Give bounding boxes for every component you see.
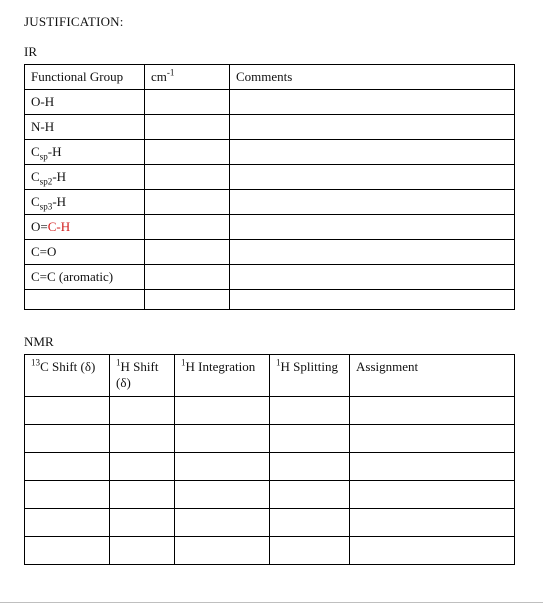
nmr-cell bbox=[350, 396, 515, 424]
ir-table: Functional Group cm-1 Comments O-HN-HCsp… bbox=[24, 64, 515, 310]
nmr-cell bbox=[270, 396, 350, 424]
ir-cell-group: C=O bbox=[25, 240, 145, 265]
nmr-cell bbox=[350, 480, 515, 508]
ir-row: Csp3-H bbox=[25, 190, 515, 215]
nmr-header-row: 13C Shift (δ) 1H Shift (δ) 1H Integratio… bbox=[25, 355, 515, 397]
nmr-col-assignment: Assignment bbox=[350, 355, 515, 397]
ir-row: C=O bbox=[25, 240, 515, 265]
nmr-cell bbox=[175, 536, 270, 564]
ir-cell-cm bbox=[145, 165, 230, 190]
ir-row: O=C-H bbox=[25, 215, 515, 240]
nmr-cell bbox=[25, 396, 110, 424]
ir-cell-cm bbox=[145, 115, 230, 140]
ir-header-row: Functional Group cm-1 Comments bbox=[25, 65, 515, 90]
nmr-table: 13C Shift (δ) 1H Shift (δ) 1H Integratio… bbox=[24, 354, 515, 565]
nmr-cell bbox=[110, 424, 175, 452]
ir-cell-cm bbox=[145, 190, 230, 215]
page: JUSTIFICATION: IR Functional Group cm-1 … bbox=[0, 0, 543, 607]
ir-cell-comment bbox=[230, 240, 515, 265]
nmr-cell bbox=[175, 452, 270, 480]
ir-row: Csp2-H bbox=[25, 165, 515, 190]
nmr-row bbox=[25, 424, 515, 452]
nmr-cell bbox=[110, 480, 175, 508]
nmr-row bbox=[25, 480, 515, 508]
nmr-cell bbox=[25, 424, 110, 452]
nmr-cell bbox=[110, 508, 175, 536]
ir-cell-group bbox=[25, 290, 145, 310]
ir-cell-group: C=C (aromatic) bbox=[25, 265, 145, 290]
nmr-cell bbox=[25, 452, 110, 480]
nmr-cell bbox=[350, 424, 515, 452]
ir-col-functional-group: Functional Group bbox=[25, 65, 145, 90]
nmr-cell bbox=[270, 536, 350, 564]
nmr-cell bbox=[270, 452, 350, 480]
ir-col-comments: Comments bbox=[230, 65, 515, 90]
ir-row: O-H bbox=[25, 90, 515, 115]
nmr-cell bbox=[350, 536, 515, 564]
ir-cell-comment bbox=[230, 290, 515, 310]
nmr-cell bbox=[350, 452, 515, 480]
nmr-col-h-shift: 1H Shift (δ) bbox=[110, 355, 175, 397]
ir-cell-group: Csp2-H bbox=[25, 165, 145, 190]
nmr-cell bbox=[25, 536, 110, 564]
nmr-label: NMR bbox=[24, 334, 525, 350]
ir-row: N-H bbox=[25, 115, 515, 140]
nmr-row bbox=[25, 508, 515, 536]
nmr-cell bbox=[110, 396, 175, 424]
ir-cell-comment bbox=[230, 140, 515, 165]
ir-cell-comment bbox=[230, 115, 515, 140]
ir-cell-cm bbox=[145, 240, 230, 265]
nmr-cell bbox=[25, 508, 110, 536]
nmr-cell bbox=[25, 480, 110, 508]
ir-cell-comment bbox=[230, 265, 515, 290]
ir-cell-group: O-H bbox=[25, 90, 145, 115]
ir-cell-group: Csp-H bbox=[25, 140, 145, 165]
ir-cell-cm bbox=[145, 140, 230, 165]
ir-cell-comment bbox=[230, 190, 515, 215]
ir-cell-cm bbox=[145, 215, 230, 240]
nmr-row bbox=[25, 452, 515, 480]
nmr-cell bbox=[350, 508, 515, 536]
nmr-row bbox=[25, 396, 515, 424]
nmr-cell bbox=[270, 424, 350, 452]
ir-cell-group: O=C-H bbox=[25, 215, 145, 240]
ir-row: Csp-H bbox=[25, 140, 515, 165]
ir-row bbox=[25, 290, 515, 310]
nmr-col-c13: 13C Shift (δ) bbox=[25, 355, 110, 397]
ir-cell-cm bbox=[145, 290, 230, 310]
nmr-cell bbox=[110, 452, 175, 480]
ir-cell-group: Csp3-H bbox=[25, 190, 145, 215]
ir-cell-comment bbox=[230, 215, 515, 240]
nmr-col-h-integration: 1H Integration bbox=[175, 355, 270, 397]
ir-cell-comment bbox=[230, 90, 515, 115]
ir-cell-cm bbox=[145, 90, 230, 115]
nmr-cell bbox=[270, 480, 350, 508]
ir-col-cm: cm-1 bbox=[145, 65, 230, 90]
nmr-col-h-splitting: 1H Splitting bbox=[270, 355, 350, 397]
ir-cell-group: N-H bbox=[25, 115, 145, 140]
page-bottom-rule bbox=[0, 602, 543, 603]
nmr-row bbox=[25, 536, 515, 564]
ir-label: IR bbox=[24, 44, 525, 60]
nmr-cell bbox=[270, 508, 350, 536]
nmr-cell bbox=[175, 508, 270, 536]
nmr-cell bbox=[175, 396, 270, 424]
justification-heading: JUSTIFICATION: bbox=[24, 14, 525, 30]
ir-cell-cm bbox=[145, 265, 230, 290]
nmr-cell bbox=[110, 536, 175, 564]
nmr-cell bbox=[175, 480, 270, 508]
nmr-cell bbox=[175, 424, 270, 452]
ir-row: C=C (aromatic) bbox=[25, 265, 515, 290]
ir-cell-comment bbox=[230, 165, 515, 190]
